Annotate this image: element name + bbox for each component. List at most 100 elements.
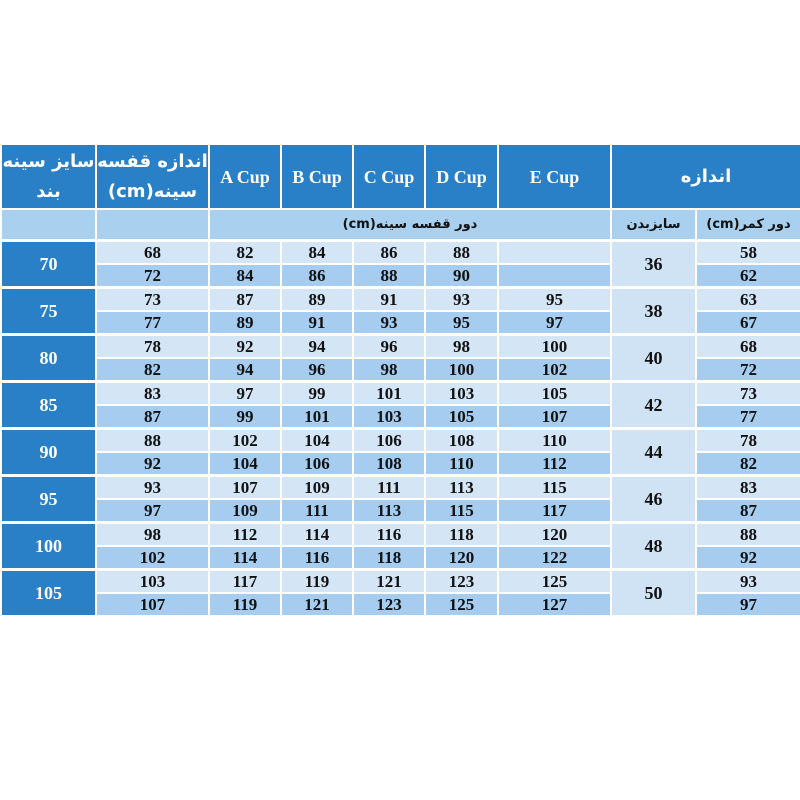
waist-cell: 78 — [694, 427, 800, 453]
underbust-cell: 83 — [95, 380, 210, 406]
bust-cell: 114 — [208, 545, 282, 571]
waist-cell: 83 — [694, 474, 800, 500]
bust-cell: 109 — [208, 498, 282, 524]
bust-cell: 119 — [208, 592, 282, 617]
underbust-cell: 97 — [95, 498, 210, 524]
underbust-cell: 82 — [95, 357, 210, 383]
underbust-cell: 88 — [95, 427, 210, 453]
bust-cell: 127 — [497, 592, 612, 617]
bust-cell: 100 — [424, 357, 499, 383]
waist-cell: 82 — [694, 451, 800, 477]
bust-cell: 108 — [424, 427, 499, 453]
bust-cell: 94 — [208, 357, 282, 383]
bust-cell: 99 — [280, 380, 354, 406]
underbust-cell: 87 — [95, 404, 210, 430]
header-c-cup: C Cup — [352, 143, 426, 210]
bust-cell: 98 — [424, 333, 499, 359]
bust-cell: 101 — [352, 380, 426, 406]
bust-cell: 97 — [497, 310, 612, 336]
waist-cell: 58 — [694, 239, 800, 265]
subheader-empty-underbust — [95, 208, 210, 242]
bust-cell: 92 — [208, 333, 282, 359]
band-size-cell: 95 — [0, 474, 97, 524]
bust-cell: 112 — [208, 521, 282, 547]
bust-cell: 98 — [352, 357, 426, 383]
waist-cell: 63 — [694, 286, 800, 312]
bust-cell: 86 — [352, 239, 426, 265]
bust-cell: 97 — [208, 380, 282, 406]
bust-cell: 104 — [280, 427, 354, 453]
bust-cell: 99 — [208, 404, 282, 430]
bust-cell: 102 — [497, 357, 612, 383]
underbust-cell: 92 — [95, 451, 210, 477]
bust-cell: 114 — [280, 521, 354, 547]
subheader-bust: دور قفسه سینه(cm) — [208, 208, 612, 242]
bust-cell: 88 — [424, 239, 499, 265]
waist-cell: 73 — [694, 380, 800, 406]
underbust-cell: 107 — [95, 592, 210, 617]
bust-cell: 120 — [424, 545, 499, 571]
table-row: 97 109 111 113 115 117 87 — [1, 498, 800, 524]
underbust-cell: 68 — [95, 239, 210, 265]
bust-cell: 89 — [208, 310, 282, 336]
underbust-cell: 103 — [95, 568, 210, 594]
band-size-cell: 90 — [0, 427, 97, 477]
bust-cell: 107 — [208, 474, 282, 500]
underbust-cell: 93 — [95, 474, 210, 500]
bust-cell: 100 — [497, 333, 612, 359]
bust-cell: 105 — [497, 380, 612, 406]
subheader-row: دور قفسه سینه(cm) سایزبدن دور کمر(cm) — [0, 208, 800, 242]
bust-cell: 104 — [208, 451, 282, 477]
bust-cell: 115 — [497, 474, 612, 500]
table-row: 100 98 112 114 116 118 120 48 88 — [0, 521, 800, 571]
waist-cell: 88 — [694, 521, 800, 547]
bust-cell: 118 — [352, 545, 426, 571]
underbust-cell: 77 — [95, 310, 210, 336]
bust-cell: 115 — [424, 498, 499, 524]
table-row: 70 68 82 84 86 88 36 58 — [0, 239, 800, 289]
waist-cell: 68 — [694, 333, 800, 359]
table-row: 92 104 106 108 110 112 82 — [1, 451, 800, 477]
waist-cell: 92 — [694, 545, 800, 571]
table-row: 107 119 121 123 125 127 97 — [1, 592, 800, 617]
body-size-cell: 36 — [610, 239, 697, 289]
bust-cell — [497, 239, 612, 265]
waist-cell: 62 — [694, 263, 800, 289]
bust-cell: 112 — [497, 451, 612, 477]
bust-cell: 96 — [280, 357, 354, 383]
body-size-cell: 40 — [610, 333, 697, 383]
bust-cell: 113 — [424, 474, 499, 500]
body-size-cell: 50 — [610, 568, 697, 617]
body-size-cell: 44 — [610, 427, 697, 477]
underbust-cell: 98 — [95, 521, 210, 547]
bust-cell: 119 — [280, 568, 354, 594]
bust-cell: 108 — [352, 451, 426, 477]
table-row: 105 103 117 119 121 123 125 50 93 — [0, 568, 800, 617]
underbust-cell: 72 — [95, 263, 210, 289]
bust-cell: 88 — [352, 263, 426, 289]
bust-cell: 89 — [280, 286, 354, 312]
subheader-empty — [0, 208, 97, 242]
subheader-waist: دور کمر(cm) — [694, 208, 800, 242]
table-row: 90 88 102 104 106 108 110 44 78 — [0, 427, 800, 477]
bust-cell: 103 — [424, 380, 499, 406]
bust-cell: 87 — [208, 286, 282, 312]
header-size-group: اندازه — [609, 143, 800, 210]
bust-cell: 95 — [424, 310, 499, 336]
band-size-cell: 75 — [0, 286, 97, 336]
underbust-cell: 73 — [95, 286, 210, 312]
subheader-body-size: سایزبدن — [610, 208, 697, 242]
size-chart: سایز سینه بند اندازه قفسه سینه(cm) A Cup… — [0, 143, 800, 617]
bust-cell: 111 — [352, 474, 426, 500]
table-row: 85 83 97 99 101 103 105 42 73 — [0, 380, 800, 430]
bust-cell: 120 — [497, 521, 612, 547]
underbust-cell: 102 — [95, 545, 210, 571]
bust-cell: 116 — [280, 545, 354, 571]
table-row: 80 78 92 94 96 98 100 40 68 — [0, 333, 800, 383]
bust-cell: 123 — [424, 568, 499, 594]
table-row: 75 73 87 89 91 93 95 38 63 — [0, 286, 800, 336]
bust-cell: 121 — [280, 592, 354, 617]
waist-cell: 72 — [694, 357, 800, 383]
bust-cell: 102 — [208, 427, 282, 453]
bust-cell: 121 — [352, 568, 426, 594]
